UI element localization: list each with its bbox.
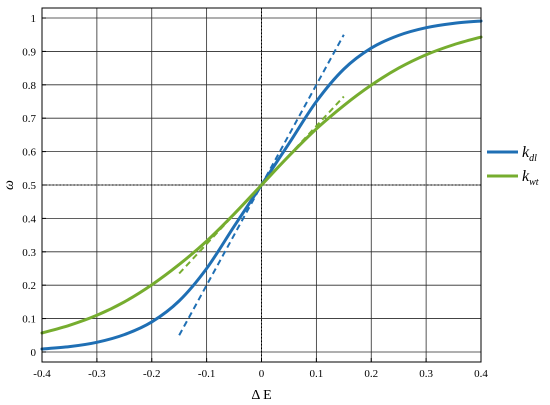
reference-lines xyxy=(42,8,481,362)
x-tick-label: -0.4 xyxy=(33,368,51,380)
y-axis-ticks: 0 0.1 0.2 0.3 0.4 0.5 0.6 0.7 0.8 0.9 1 xyxy=(22,13,46,359)
legend-label-k-wt: kwt xyxy=(522,168,539,188)
series-line-k-wt xyxy=(40,35,483,335)
series-layer xyxy=(40,19,483,351)
x-tick-label: 0 xyxy=(259,368,265,380)
y-tick-label: 1 xyxy=(31,13,37,25)
y-tick-label: 0.4 xyxy=(22,213,36,225)
y-tick-label: 0 xyxy=(31,347,37,359)
x-axis-ticks: -0.4 -0.3 -0.2 -0.1 0 0.1 0.2 0.3 0.4 xyxy=(33,358,488,380)
y-tick-label: 0.1 xyxy=(22,314,36,326)
x-tick-label: 0.2 xyxy=(364,368,378,380)
y-tick-label: 0.3 xyxy=(22,247,36,259)
x-axis-label: Δ E xyxy=(251,388,271,403)
y-tick-label: 0.2 xyxy=(22,280,36,292)
x-tick-label: -0.1 xyxy=(198,368,215,380)
x-tick-label: -0.3 xyxy=(88,368,106,380)
y-tick-label: 0.6 xyxy=(22,147,36,159)
x-tick-label: -0.2 xyxy=(143,368,160,380)
x-tick-label: 0.3 xyxy=(419,368,433,380)
y-tick-label: 0.7 xyxy=(22,113,36,125)
x-tick-label: 0.4 xyxy=(474,368,488,380)
y-axis-label: ω xyxy=(2,180,17,190)
legend: kdl kwt xyxy=(487,144,539,188)
y-tick-label: 0.9 xyxy=(22,46,36,58)
legend-label-k-dl: kdl xyxy=(522,144,537,164)
y-tick-label: 0.8 xyxy=(22,80,36,92)
y-tick-label: 0.5 xyxy=(22,180,36,192)
x-tick-label: 0.1 xyxy=(310,368,324,380)
